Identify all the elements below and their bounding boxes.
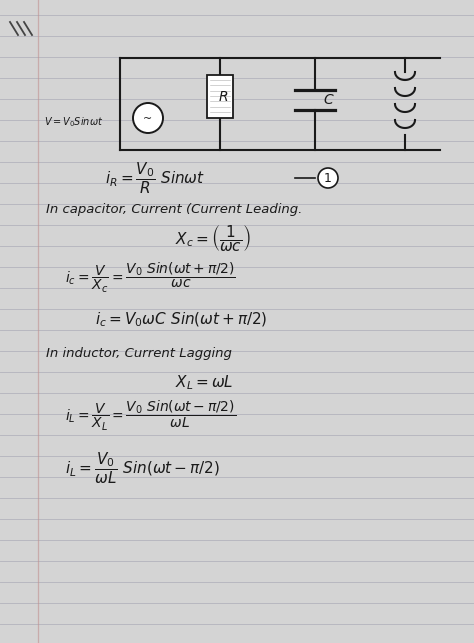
Text: $i_L = \dfrac{V_0}{\omega L}\ Sin\left(\omega t - \pi/2\right)$: $i_L = \dfrac{V_0}{\omega L}\ Sin\left(\… (65, 450, 219, 485)
Text: C: C (323, 93, 333, 107)
Text: In inductor, Current Lagging: In inductor, Current Lagging (46, 347, 232, 359)
Text: $X_L = \omega L$: $X_L = \omega L$ (175, 374, 234, 392)
Text: ~: ~ (143, 114, 153, 124)
Text: $i_c = V_0\omega C\ Sin(\omega t + \pi/2)$: $i_c = V_0\omega C\ Sin(\omega t + \pi/2… (95, 311, 267, 329)
Text: R: R (218, 90, 228, 104)
Circle shape (318, 168, 338, 188)
Bar (207, 75, 233, 118)
Text: $i_R = \dfrac{V_0}{R}\ Sin\omega t$: $i_R = \dfrac{V_0}{R}\ Sin\omega t$ (105, 160, 205, 195)
Circle shape (133, 103, 163, 133)
Text: 1: 1 (324, 172, 332, 185)
Text: $V=V_0 Sin\omega t$: $V=V_0 Sin\omega t$ (44, 115, 103, 129)
Text: In capacitor, Current (Current Leading.: In capacitor, Current (Current Leading. (46, 203, 302, 217)
Text: $i_c = \dfrac{V}{X_c} = \dfrac{V_0\ Sin(\omega t + \pi/2)}{\omega c}$: $i_c = \dfrac{V}{X_c} = \dfrac{V_0\ Sin(… (65, 261, 236, 295)
Text: $X_c = \left(\dfrac{1}{\omega c}\right)$: $X_c = \left(\dfrac{1}{\omega c}\right)$ (175, 223, 251, 253)
Text: $i_L = \dfrac{V}{X_L} = \dfrac{V_0\ Sin(\omega t - \pi/2)}{\omega L}$: $i_L = \dfrac{V}{X_L} = \dfrac{V_0\ Sin(… (65, 399, 236, 433)
